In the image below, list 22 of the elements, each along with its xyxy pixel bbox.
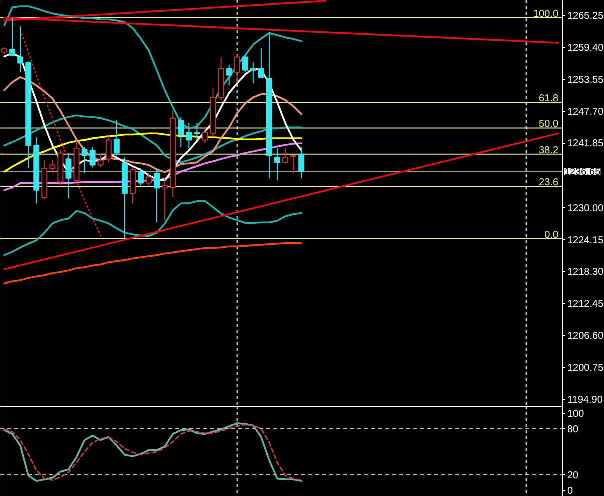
annotation: 100.0 — [533, 8, 559, 20]
annotation: 0.0 — [544, 230, 559, 241]
y-tick-label: 1247.70 — [568, 106, 604, 118]
annotation: 23.6 — [539, 178, 559, 189]
y-tick-label: 1206.60 — [568, 331, 604, 342]
y-tick-label: 0 — [568, 486, 574, 496]
y-tick-label: 1212.45 — [568, 299, 604, 310]
y-tick-label: 1265.25 — [568, 11, 604, 22]
annotation: 38.2 — [539, 145, 559, 156]
y-tick-label: 1253.55 — [568, 74, 604, 86]
y-tick-label: 80 — [568, 424, 580, 436]
y-tick-label: 1224.15 — [568, 235, 604, 246]
y-tick-label: 20 — [568, 470, 580, 482]
y-tick-label: 1194.90 — [568, 394, 604, 406]
y-tick-label: 1230.00 — [568, 203, 604, 214]
y-tick-label: 1218.30 — [568, 267, 604, 278]
y-tick-label: 1259.40 — [568, 42, 604, 54]
annotation: 50.0 — [539, 119, 559, 130]
y-tick-label: 1241.85 — [568, 138, 604, 150]
y-tick-label: 1200.75 — [568, 362, 604, 374]
y-tick-label: 100 — [568, 408, 585, 420]
annotation: 61.8 — [539, 94, 559, 105]
